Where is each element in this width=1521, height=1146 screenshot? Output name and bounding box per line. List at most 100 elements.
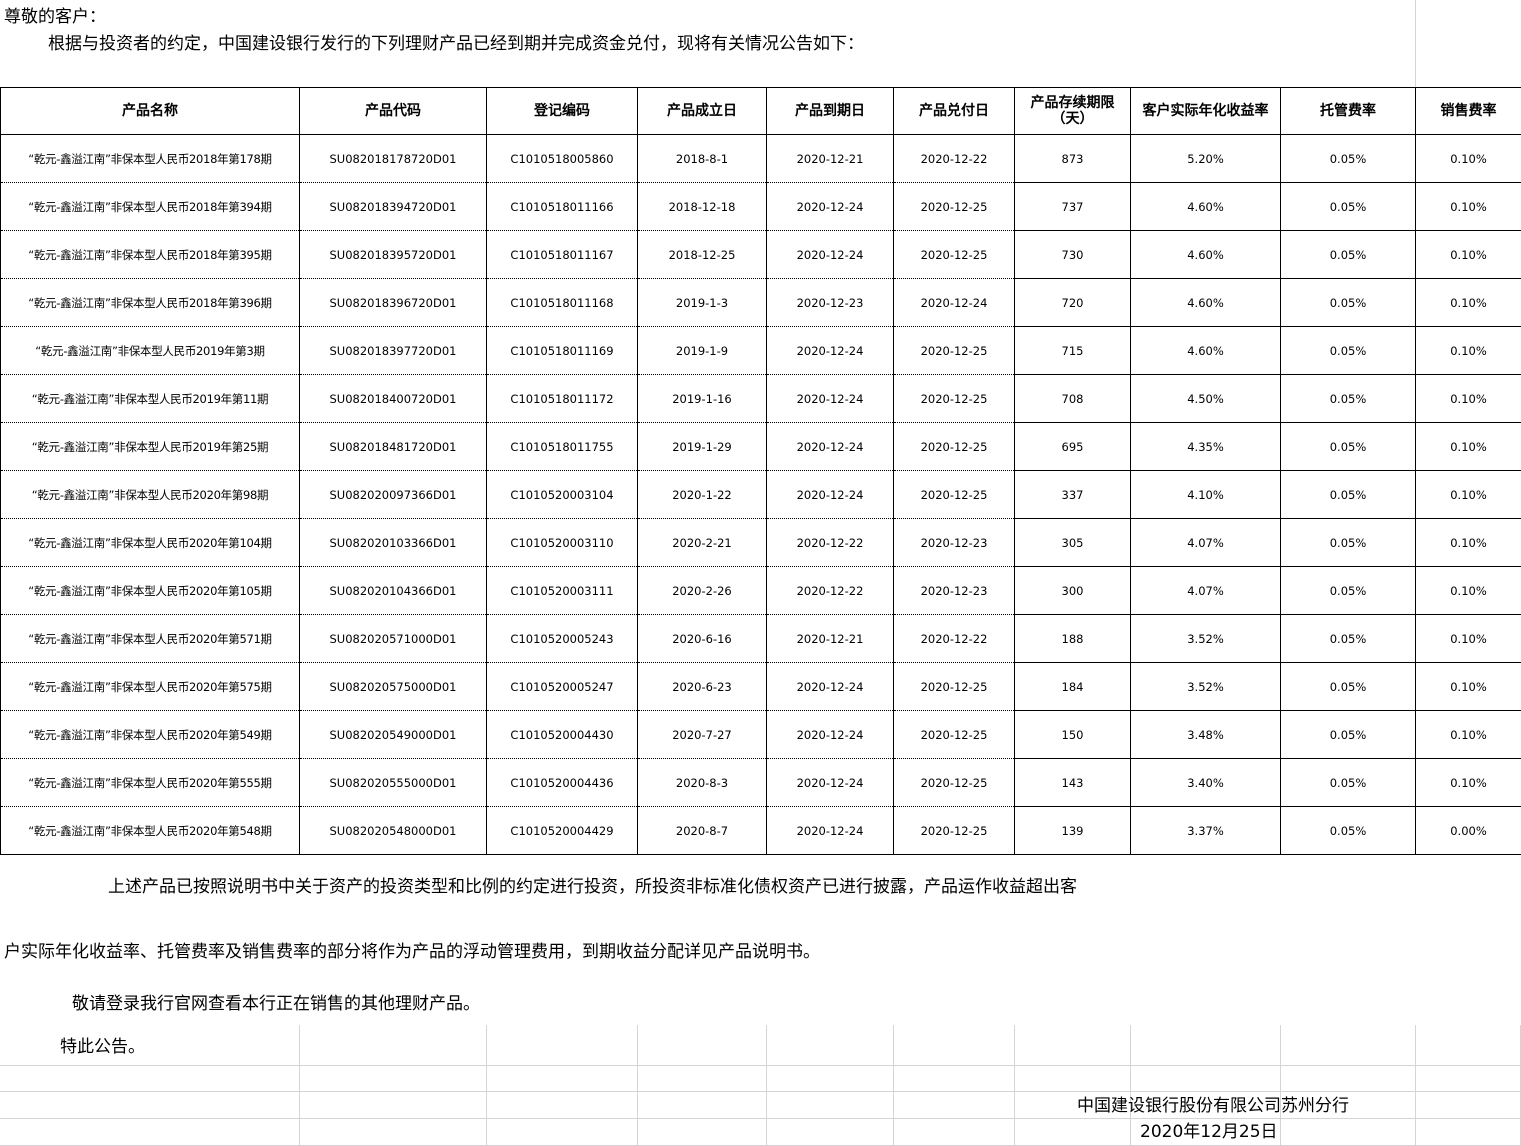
table-cell: SU082018394720D01 [299, 182, 487, 231]
table-cell: 3.52% [1130, 662, 1281, 711]
table-cell: 2019-1-9 [637, 326, 767, 375]
table-cell: 2018-12-18 [637, 182, 767, 231]
table-cell: SU082020097366D01 [299, 470, 487, 519]
column-header: 客户实际年化收益率 [1130, 87, 1281, 135]
closing-text: 特此公告。 [60, 1037, 145, 1057]
table-cell: “乾元-鑫溢江南”非保本型人民币2018年第394期 [0, 182, 300, 231]
table-cell: 4.07% [1130, 518, 1281, 567]
table-cell: “乾元-鑫溢江南”非保本型人民币2020年第549期 [0, 710, 300, 759]
column-header: 产品成立日 [637, 87, 767, 135]
gridline [1415, 1025, 1416, 1146]
column-header: 登记编码 [486, 87, 638, 135]
table-cell: 0.10% [1415, 230, 1521, 279]
table-cell: 0.05% [1280, 614, 1416, 663]
table-cell: 0.05% [1280, 326, 1416, 375]
table-cell: 2020-1-22 [637, 470, 767, 519]
table-cell: 0.05% [1280, 710, 1416, 759]
table-row: “乾元-鑫溢江南”非保本型人民币2020年第555期 SU082020555000… [0, 758, 1521, 807]
table-cell: 2018-8-1 [637, 134, 767, 183]
table-cell: 2020-12-24 [766, 374, 894, 423]
table-cell: 4.60% [1130, 278, 1281, 327]
issuer-name: 中国建设银行股份有限公司苏州分行 [1077, 1096, 1349, 1116]
table-cell: 2020-12-23 [893, 518, 1015, 567]
table-cell: 2020-12-22 [893, 614, 1015, 663]
table-cell: 0.05% [1280, 470, 1416, 519]
table-cell: 2020-12-24 [766, 758, 894, 807]
table-cell: 300 [1014, 566, 1131, 615]
table-cell: 2020-8-7 [637, 806, 767, 855]
table-cell: 0.10% [1415, 662, 1521, 711]
table-cell: SU082018396720D01 [299, 278, 487, 327]
table-cell: SU082018395720D01 [299, 230, 487, 279]
table-cell: 0.10% [1415, 374, 1521, 423]
table-header-row: 产品名称 产品代码 登记编码 产品成立日 产品到期日 产品兑付日 产品存续期限（天） 客户实际… [0, 87, 1521, 135]
table-cell: C1010520004429 [486, 806, 638, 855]
table-cell: 2020-12-25 [893, 662, 1015, 711]
table-cell: 2020-12-25 [893, 230, 1015, 279]
table-cell: 2020-12-23 [766, 278, 894, 327]
table-cell: C1010518011172 [486, 374, 638, 423]
gridline [486, 1025, 487, 1146]
gridline [0, 1091, 1521, 1092]
table-cell: 2020-12-22 [893, 134, 1015, 183]
table-cell: 2020-12-24 [766, 710, 894, 759]
table-cell: 2020-12-25 [893, 806, 1015, 855]
table-cell: 0.10% [1415, 470, 1521, 519]
table-cell: 2020-12-24 [766, 662, 894, 711]
table-cell: 2020-12-24 [766, 326, 894, 375]
table-cell: 3.40% [1130, 758, 1281, 807]
gridline [1130, 1025, 1131, 1146]
products-table: 产品名称 产品代码 登记编码 产品成立日 产品到期日 产品兑付日 产品存续期限（天） 客户实际… [0, 87, 1521, 855]
table-cell: “乾元-鑫溢江南”非保本型人民币2020年第104期 [0, 518, 300, 567]
table-cell: 2020-12-25 [893, 758, 1015, 807]
table-cell: 2020-6-16 [637, 614, 767, 663]
note-paragraph-line1: 上述产品已按照说明书中关于资产的投资类型和比例的约定进行投资，所投资非标准化债权… [108, 877, 1077, 897]
table-cell: 0.10% [1415, 518, 1521, 567]
table-cell: C1010518011168 [486, 278, 638, 327]
table-cell: 0.10% [1415, 134, 1521, 183]
table-cell: C1010518011755 [486, 422, 638, 471]
table-cell: 0.10% [1415, 326, 1521, 375]
table-cell: 0.05% [1280, 422, 1416, 471]
table-cell: 184 [1014, 662, 1131, 711]
table-cell: 2020-12-24 [766, 806, 894, 855]
gridline [766, 1025, 767, 1146]
table-cell: “乾元-鑫溢江南”非保本型人民币2019年第25期 [0, 422, 300, 471]
table-cell: SU082020555000D01 [299, 758, 487, 807]
table-cell: 2020-2-21 [637, 518, 767, 567]
table-cell: 2020-12-24 [893, 278, 1015, 327]
table-cell: SU082018178720D01 [299, 134, 487, 183]
table-cell: SU082020548000D01 [299, 806, 487, 855]
table-cell: 2020-12-24 [766, 182, 894, 231]
intro-text: 根据与投资者的约定，中国建设银行发行的下列理财产品已经到期并完成资金兑付，现将有… [48, 34, 864, 54]
table-cell: “乾元-鑫溢江南”非保本型人民币2018年第395期 [0, 230, 300, 279]
table-cell: 4.50% [1130, 374, 1281, 423]
column-header: 产品代码 [299, 87, 487, 135]
table-cell: 0.00% [1415, 806, 1521, 855]
table-cell: 0.05% [1280, 278, 1416, 327]
announcement-date: 2020年12月25日 [1140, 1122, 1278, 1142]
table-cell: 4.35% [1130, 422, 1281, 471]
table-row: “乾元-鑫溢江南”非保本型人民币2018年第178期 SU082018178720… [0, 134, 1521, 183]
table-cell: 2020-2-26 [637, 566, 767, 615]
gridline [893, 1025, 894, 1146]
table-cell: “乾元-鑫溢江南”非保本型人民币2019年第11期 [0, 374, 300, 423]
table-row: “乾元-鑫溢江南”非保本型人民币2020年第548期 SU082020548000… [0, 806, 1521, 855]
table-cell: C1010520004436 [486, 758, 638, 807]
table-cell: C1010518011166 [486, 182, 638, 231]
table-cell: 0.05% [1280, 806, 1416, 855]
table-cell: C1010520003110 [486, 518, 638, 567]
table-cell: C1010520004430 [486, 710, 638, 759]
gridline [637, 1025, 638, 1146]
table-cell: 2020-12-21 [766, 134, 894, 183]
table-cell: C1010520005243 [486, 614, 638, 663]
table-cell: “乾元-鑫溢江南”非保本型人民币2018年第396期 [0, 278, 300, 327]
table-cell: 873 [1014, 134, 1131, 183]
table-cell: 0.10% [1415, 278, 1521, 327]
table-row: “乾元-鑫溢江南”非保本型人民币2019年第11期 SU082018400720D… [0, 374, 1521, 423]
note-paragraph-line2: 户实际年化收益率、托管费率及销售费率的部分将作为产品的浮动管理费用，到期收益分配… [4, 942, 820, 962]
table-cell: “乾元-鑫溢江南”非保本型人民币2020年第575期 [0, 662, 300, 711]
table-cell: 3.48% [1130, 710, 1281, 759]
table-cell: 2020-12-25 [893, 374, 1015, 423]
table-row: “乾元-鑫溢江南”非保本型人民币2020年第104期 SU082020103366… [0, 518, 1521, 567]
